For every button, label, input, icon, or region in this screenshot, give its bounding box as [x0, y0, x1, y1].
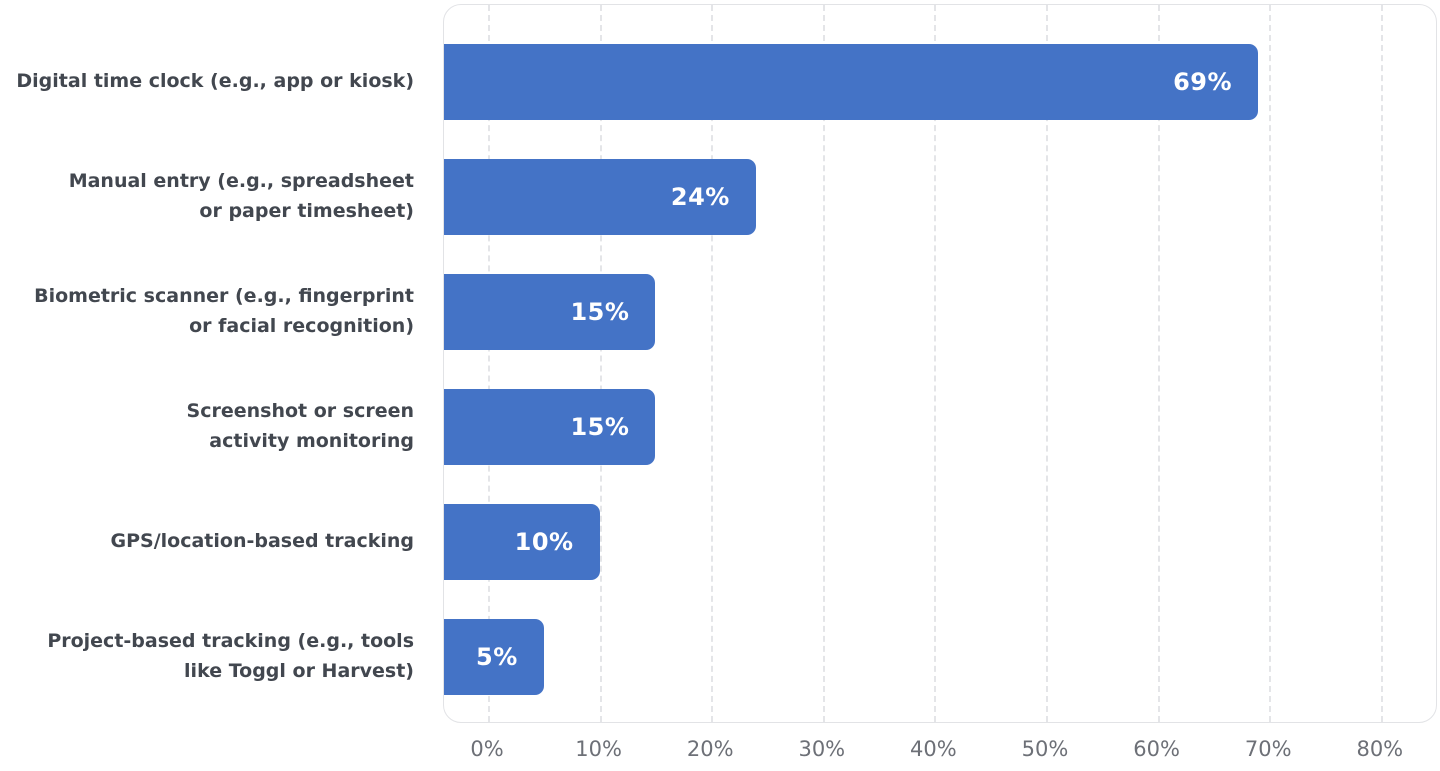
category-label: Manual entry (e.g., spreadsheet or paper …	[69, 166, 414, 226]
gridline-0	[488, 5, 490, 722]
gridline-10	[599, 5, 602, 722]
bar: 15%	[444, 389, 656, 465]
bar: 10%	[444, 504, 600, 580]
bar: 5%	[444, 619, 544, 695]
x-axis: 0% 10% 20% 30% 40% 50% 60% 70% 80%	[443, 723, 1437, 771]
x-tick-label: 60%	[1133, 737, 1180, 761]
category-label: Digital time clock (e.g., app or kiosk)	[16, 66, 414, 96]
gridline-20	[711, 5, 714, 722]
bar-value-label: 5%	[476, 643, 518, 671]
gridline-70	[1269, 5, 1272, 722]
category-label-line: Project-based tracking (e.g., tools	[47, 630, 414, 652]
category-label: GPS/location-based tracking	[111, 526, 415, 556]
category-label-line: or facial recognition)	[189, 315, 414, 337]
bar: 69%	[444, 44, 1259, 120]
bar-value-label: 15%	[570, 413, 630, 441]
category-label-line: or paper timesheet)	[199, 200, 414, 222]
bar-value-label: 69%	[1173, 68, 1233, 96]
category-label-line: Manual entry (e.g., spreadsheet	[68, 170, 414, 192]
category-label-line: like Toggl or Harvest)	[184, 660, 414, 682]
category-label-line: Screenshot or screen	[186, 400, 414, 422]
bar: 24%	[444, 159, 756, 235]
gridline-50	[1046, 5, 1048, 722]
plot-area: 69% 24% 15% 15% 10% 5%	[443, 4, 1437, 723]
category-label: Project-based tracking (e.g., tools like …	[47, 626, 414, 686]
category-label-line: Biometric scanner (e.g., fingerprint	[34, 285, 414, 307]
x-tick-label: 80%	[1356, 737, 1404, 761]
x-tick-label: 0%	[470, 737, 504, 761]
gridline-60	[1157, 5, 1160, 722]
x-tick-label: 70%	[1244, 737, 1292, 761]
category-label-line: Digital time clock (e.g., app or kiosk)	[16, 70, 414, 92]
category-label: Biometric scanner (e.g., fingerprint or f…	[34, 281, 414, 341]
gridline-30	[822, 5, 825, 722]
x-tick-label: 10%	[575, 737, 622, 761]
bar-value-label: 24%	[670, 183, 730, 211]
bar-value-label: 15%	[570, 298, 630, 326]
x-tick-label: 30%	[798, 737, 846, 761]
x-tick-label: 50%	[1021, 737, 1069, 761]
x-tick-label: 20%	[686, 737, 734, 761]
category-label-line: GPS/location-based tracking	[110, 530, 415, 552]
bar: 15%	[444, 274, 656, 350]
gridline-80	[1380, 5, 1383, 722]
category-label-line: activity monitoring	[209, 430, 414, 452]
gridline-40	[934, 5, 937, 722]
bar-value-label: 10%	[514, 528, 574, 556]
category-labels-column: Digital time clock (e.g., app or kiosk) M…	[0, 0, 428, 723]
category-label: Screenshot or screen activity monitoring	[187, 396, 414, 456]
x-tick-label: 40%	[910, 737, 957, 761]
